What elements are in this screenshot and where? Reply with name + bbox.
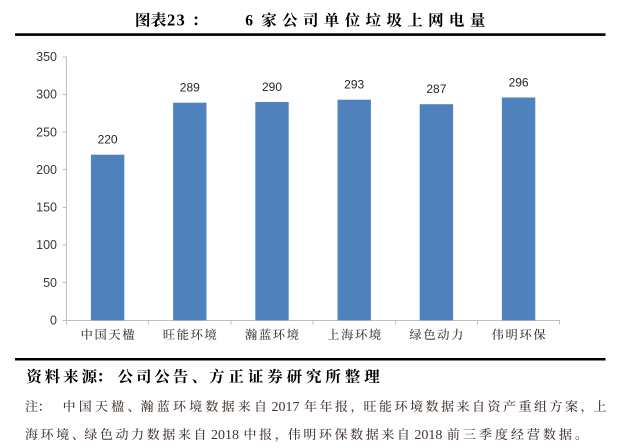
svg-text:296: 296 — [509, 76, 529, 90]
svg-text:300: 300 — [36, 88, 57, 102]
svg-text:350: 350 — [36, 50, 57, 64]
svg-text:23: 23 — [167, 11, 186, 30]
svg-text:6: 6 — [245, 13, 253, 30]
svg-text:2018: 2018 — [414, 428, 442, 443]
svg-text:0: 0 — [50, 314, 57, 328]
svg-text:293: 293 — [344, 78, 364, 92]
svg-text:200: 200 — [36, 163, 57, 177]
svg-text:50: 50 — [43, 276, 57, 290]
svg-text:220: 220 — [98, 133, 118, 147]
svg-text:287: 287 — [426, 82, 446, 96]
svg-text:2017: 2017 — [272, 400, 300, 415]
svg-text:100: 100 — [36, 238, 57, 252]
svg-text:290: 290 — [262, 80, 282, 94]
svg-text:150: 150 — [36, 201, 57, 215]
svg-text:289: 289 — [180, 81, 200, 95]
svg-text:250: 250 — [36, 125, 57, 139]
svg-text:2018: 2018 — [211, 428, 239, 443]
